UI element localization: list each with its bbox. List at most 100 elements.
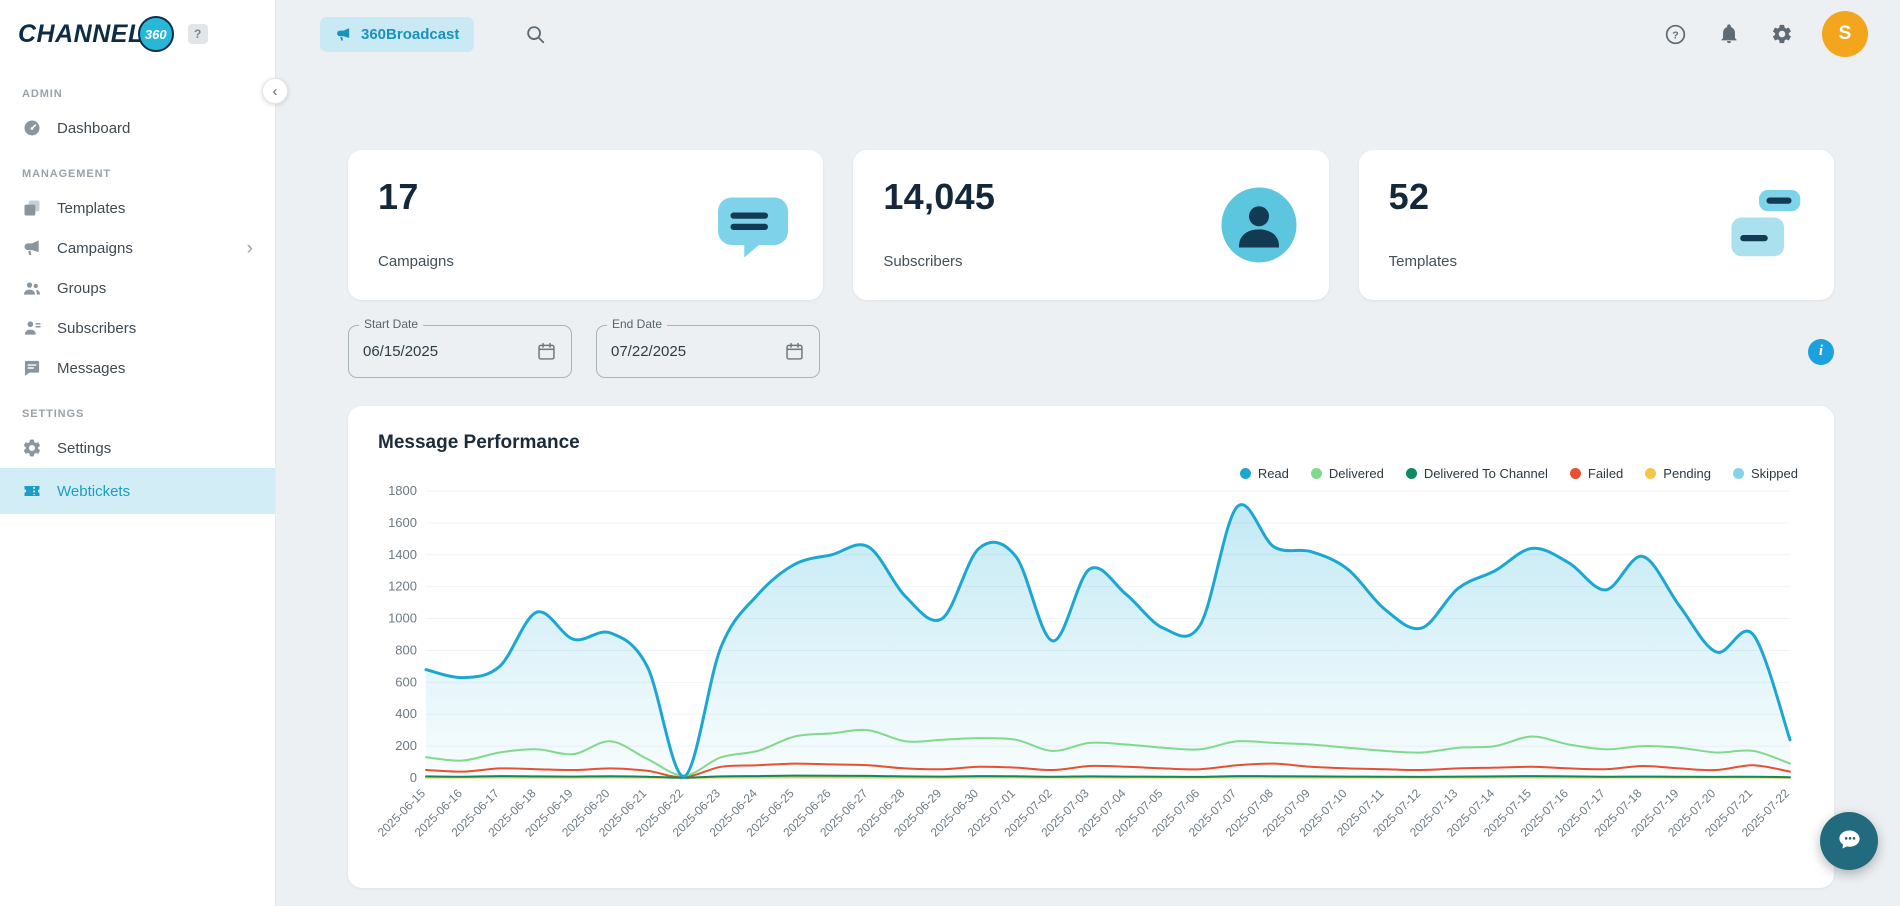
sidebar-item-groups[interactable]: Groups — [0, 268, 275, 308]
brand-logo-badge: 360 — [137, 16, 174, 52]
stat-text: 17 Campaigns — [378, 174, 454, 276]
stat-value: 17 — [378, 176, 419, 217]
sidebar-item-label: Dashboard — [57, 119, 131, 137]
dashboard-content: 17 Campaigns 14,045 Subscribers 52 Templates … — [276, 68, 1900, 906]
sidebar-footer: Webtickets — [0, 468, 275, 522]
stat-value: 14,045 — [883, 176, 996, 217]
svg-text:0: 0 — [410, 770, 417, 785]
legend-dot — [1733, 468, 1745, 479]
legend-item-read[interactable]: Read — [1239, 466, 1289, 481]
legend-item-skipped[interactable]: Skipped — [1733, 466, 1798, 481]
broadcast-icon — [335, 26, 352, 43]
sidebar-item-dashboard[interactable]: Dashboard — [0, 108, 275, 148]
chevron-left-icon: ‹ — [272, 82, 278, 100]
svg-text:1600: 1600 — [388, 515, 417, 530]
legend-label: Failed — [1587, 466, 1624, 481]
help-badge-icon[interactable]: ? — [187, 24, 208, 44]
messages-icon — [22, 358, 42, 378]
legend-label: Read — [1257, 466, 1289, 481]
sidebar-item-label: Messages — [57, 359, 126, 377]
brand-logo-text: CHANNEL — [18, 19, 144, 48]
brand-logo[interactable]: CHANNEL 360 — [18, 16, 174, 52]
svg-text:200: 200 — [395, 738, 417, 753]
svg-text:600: 600 — [395, 674, 417, 689]
chevron-right-icon: › — [246, 237, 253, 259]
main-column: 360Broadcast ? S 17 Campaigns 14,045 Subscr… — [276, 0, 1900, 906]
topbar-icon-group: ? — [1662, 21, 1795, 48]
sidebar-item-templates[interactable]: Templates — [0, 188, 275, 228]
stat-card-subscribers: 14,045 Subscribers — [853, 150, 1329, 300]
subscribers-stat-icon — [1219, 185, 1299, 265]
nav-section-label: ADMIN — [22, 88, 63, 100]
avatar-initial: S — [1838, 23, 1852, 44]
legend-dot — [1239, 468, 1251, 479]
groups-icon — [22, 278, 42, 298]
legend-item-delivered[interactable]: Delivered — [1310, 466, 1384, 481]
campaigns-stat-icon — [713, 185, 793, 265]
topbar-right: ? S — [1662, 11, 1868, 57]
stat-label: Subscribers — [883, 253, 963, 270]
avatar[interactable]: S — [1822, 11, 1868, 57]
settings-icon — [22, 438, 42, 458]
chat-bubble-icon — [1836, 826, 1863, 856]
info-icon[interactable]: i — [1808, 338, 1834, 365]
sidebar-nav: ADMIN Dashboard MANAGEMENT Templates Campaig… — [0, 68, 275, 468]
legend-dot — [1405, 468, 1417, 479]
stat-label: Campaigns — [378, 253, 454, 270]
message-performance-card: Message Performance Read Delivered Deliver… — [348, 406, 1834, 888]
tab-360broadcast[interactable]: 360Broadcast — [320, 16, 475, 52]
subscribers-icon — [22, 318, 42, 338]
sidebar-item-subscribers[interactable]: Subscribers — [0, 308, 275, 348]
sidebar-item-messages[interactable]: Messages — [0, 348, 275, 388]
templates-icon — [22, 198, 42, 218]
svg-text:1000: 1000 — [388, 611, 417, 626]
chart-title: Message Performance — [378, 432, 580, 453]
chat-widget-button[interactable] — [1820, 812, 1878, 870]
campaigns-icon — [22, 238, 42, 258]
legend-label: Delivered To Channel — [1423, 466, 1548, 481]
sidebar-item-webtickets[interactable]: Webtickets — [0, 468, 275, 514]
start-date-value: 06/15/2025 — [363, 343, 439, 360]
stat-value: 52 — [1388, 176, 1430, 217]
legend-label: Delivered — [1328, 466, 1384, 481]
start-date-field[interactable]: Start Date 06/15/2025 — [348, 317, 572, 378]
chart-legend: Read Delivered Delivered To Channel Failed P… — [378, 466, 1798, 481]
legend-dot — [1645, 468, 1657, 479]
legend-item-pending[interactable]: Pending — [1645, 466, 1711, 481]
svg-text:?: ? — [1672, 29, 1678, 41]
webtickets-icon — [22, 481, 42, 501]
templates-stat-icon — [1724, 185, 1804, 265]
svg-text:1400: 1400 — [388, 547, 417, 562]
legend-item-delivered-to-channel[interactable]: Delivered To Channel — [1405, 466, 1548, 481]
help-icon[interactable]: ? — [1662, 21, 1689, 48]
legend-item-failed[interactable]: Failed — [1569, 466, 1624, 481]
end-date-label: End Date — [607, 317, 668, 331]
filter-row: Start Date 06/15/2025 End Date 07/22/202… — [348, 317, 1834, 378]
logo-row: CHANNEL 360 ? — [0, 0, 275, 68]
calendar-icon[interactable] — [536, 341, 557, 362]
sidebar-item-label: Settings — [57, 439, 112, 457]
sidebar-item-label: Subscribers — [57, 319, 137, 337]
svg-text:1800: 1800 — [388, 483, 417, 498]
end-date-field[interactable]: End Date 07/22/2025 — [596, 317, 820, 378]
gear-icon[interactable] — [1769, 21, 1795, 47]
sidebar-item-label: Webtickets — [57, 482, 131, 500]
sidebar: CHANNEL 360 ? ‹ ADMIN Dashboard MANAGEMENT… — [0, 0, 288, 906]
sidebar-collapse-button[interactable]: ‹ — [262, 78, 288, 104]
calendar-icon[interactable] — [784, 341, 805, 362]
nav-section-label: MANAGEMENT — [22, 168, 112, 180]
search-icon[interactable] — [520, 19, 550, 49]
nav-section-label: SETTINGS — [22, 408, 85, 420]
topbar: 360Broadcast ? S — [276, 0, 1900, 68]
svg-text:1200: 1200 — [388, 579, 417, 594]
tab-label: 360Broadcast — [361, 25, 460, 43]
svg-text:400: 400 — [395, 706, 417, 721]
legend-dot — [1310, 468, 1322, 479]
dashboard-icon — [22, 118, 42, 138]
bell-icon[interactable] — [1716, 21, 1742, 47]
sidebar-item-settings[interactable]: Settings — [0, 428, 275, 468]
sidebar-item-label: Groups — [57, 279, 107, 297]
sidebar-item-campaigns[interactable]: Campaigns › — [0, 228, 275, 268]
legend-dot — [1569, 468, 1581, 479]
